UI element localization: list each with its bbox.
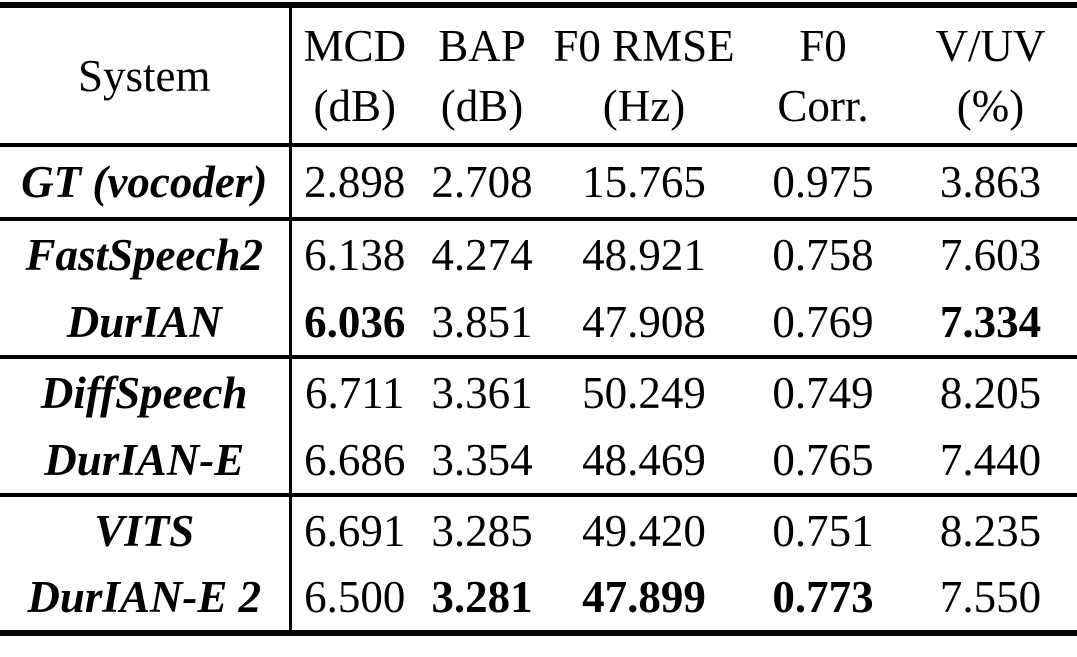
metric-cell-mcd: 2.898 bbox=[304, 157, 406, 207]
table-row-durian-e-2: DurIAN-E 2 6.500 3.281 47.899 0.773 7.55… bbox=[0, 564, 1077, 633]
system-name: DiffSpeech bbox=[0, 357, 292, 426]
col-header-vuv-line2: (%) bbox=[956, 80, 1025, 131]
system-name: DurIAN-E 2 bbox=[0, 564, 292, 633]
metric-cell-bap: 3.281 bbox=[431, 572, 533, 622]
system-name: GT (vocoder) bbox=[0, 145, 292, 219]
table-row-gt-vocoder: GT (vocoder) 2.898 2.708 15.765 0.975 3.… bbox=[0, 145, 1077, 219]
metric-cell-bap: 3.851 bbox=[431, 296, 533, 347]
metric-cell-mcd: 6.711 bbox=[304, 367, 405, 418]
metric-cell-vuv: 3.863 bbox=[939, 157, 1042, 207]
metric-cell-f0corr: 0.769 bbox=[772, 296, 874, 347]
col-header-f0rmse-line1: F0 RMSE bbox=[553, 20, 735, 71]
col-header-bap-line2: (dB) bbox=[440, 80, 524, 131]
metric-cell-vuv: 7.550 bbox=[939, 572, 1042, 622]
col-header-bap-line1: BAP bbox=[438, 20, 526, 71]
table-row-vits: VITS 6.691 3.285 49.420 0.751 8.235 bbox=[0, 495, 1077, 564]
metric-cell-f0rmse: 48.921 bbox=[582, 229, 706, 280]
metric-cell-f0rmse: 50.249 bbox=[582, 367, 706, 418]
metric-cell-bap: 3.361 bbox=[431, 367, 533, 418]
group-diffspeech-duriane: DiffSpeech 6.711 3.361 50.249 0.749 8.20… bbox=[0, 357, 1077, 495]
table-row-diffspeech: DiffSpeech 6.711 3.361 50.249 0.749 8.20… bbox=[0, 357, 1077, 426]
metric-cell-mcd: 6.036 bbox=[304, 296, 406, 347]
table-row-fastspeech2: FastSpeech2 6.138 4.274 48.921 0.758 7.6… bbox=[0, 219, 1077, 288]
col-header-f0corr-line2: Corr. bbox=[777, 80, 869, 131]
col-header-system: System bbox=[0, 5, 292, 145]
col-header-mcd: MCD (dB) bbox=[290, 5, 418, 145]
metric-cell-f0rmse: 15.765 bbox=[582, 157, 706, 207]
col-header-f0rmse: F0 RMSE (Hz) bbox=[546, 5, 742, 145]
metric-cell-vuv: 8.235 bbox=[939, 505, 1042, 556]
metric-cell-vuv: 8.205 bbox=[939, 367, 1042, 418]
system-name: VITS bbox=[0, 495, 292, 564]
metric-cell-vuv: 7.440 bbox=[939, 434, 1042, 485]
metric-cell-f0rmse: 47.908 bbox=[582, 296, 706, 347]
metric-cell-f0rmse: 47.899 bbox=[582, 572, 706, 622]
col-header-mcd-line1: MCD bbox=[303, 20, 407, 71]
group-vits-duriane2: VITS 6.691 3.285 49.420 0.751 8.235 DurI… bbox=[0, 495, 1077, 633]
table-row-durian-e: DurIAN-E 6.686 3.354 48.469 0.765 7.440 bbox=[0, 426, 1077, 495]
metric-cell-f0corr: 0.773 bbox=[772, 572, 874, 622]
group-fastspeech2-durian: FastSpeech2 6.138 4.274 48.921 0.758 7.6… bbox=[0, 219, 1077, 357]
table-row-durian: DurIAN 6.036 3.851 47.908 0.769 7.334 bbox=[0, 288, 1077, 357]
metric-cell-f0corr: 0.749 bbox=[772, 367, 874, 418]
header-row: System MCD (dB) BAP (dB) F0 RMSE (Hz) F0… bbox=[0, 5, 1077, 145]
metric-cell-f0rmse: 49.420 bbox=[582, 505, 706, 556]
metric-cell-f0corr: 0.975 bbox=[772, 157, 874, 207]
metric-cell-f0corr: 0.751 bbox=[772, 505, 874, 556]
metric-cell-mcd: 6.691 bbox=[304, 505, 406, 556]
metric-cell-bap: 2.708 bbox=[431, 157, 533, 207]
metric-cell-bap: 3.285 bbox=[431, 505, 533, 556]
metric-cell-f0rmse: 48.469 bbox=[582, 434, 706, 485]
table-header: System MCD (dB) BAP (dB) F0 RMSE (Hz) F0… bbox=[0, 5, 1077, 145]
col-header-f0corr: F0 Corr. bbox=[742, 5, 904, 145]
metric-cell-vuv: 7.334 bbox=[939, 296, 1042, 347]
metric-cell-f0corr: 0.765 bbox=[772, 434, 874, 485]
metric-cell-mcd: 6.138 bbox=[304, 229, 406, 280]
col-header-vuv-line1: V/UV bbox=[935, 20, 1046, 71]
metric-cell-bap: 4.274 bbox=[431, 229, 533, 280]
metric-cell-vuv: 7.603 bbox=[939, 229, 1042, 280]
metric-cell-bap: 3.354 bbox=[431, 434, 533, 485]
col-header-f0rmse-line2: (Hz) bbox=[602, 80, 686, 131]
system-name: DurIAN bbox=[0, 288, 292, 357]
metric-cell-mcd: 6.500 bbox=[304, 572, 406, 622]
col-header-vuv: V/UV (%) bbox=[904, 5, 1077, 145]
metric-cell-mcd: 6.686 bbox=[304, 434, 406, 485]
col-header-mcd-line2: (dB) bbox=[313, 80, 397, 131]
col-header-f0corr-line1: F0 bbox=[799, 20, 847, 71]
metric-cell-f0corr: 0.758 bbox=[772, 229, 874, 280]
col-header-bap: BAP (dB) bbox=[418, 5, 546, 145]
results-table: System MCD (dB) BAP (dB) F0 RMSE (Hz) F0… bbox=[0, 2, 1077, 636]
system-name: FastSpeech2 bbox=[0, 219, 292, 288]
group-ground-truth: GT (vocoder) 2.898 2.708 15.765 0.975 3.… bbox=[0, 145, 1077, 219]
system-name: DurIAN-E bbox=[0, 426, 292, 495]
